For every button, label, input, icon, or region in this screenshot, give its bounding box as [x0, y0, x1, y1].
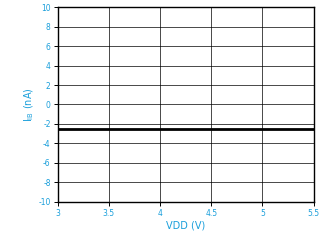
Y-axis label: $\mathregular{I_{IB}}$ (nA): $\mathregular{I_{IB}}$ (nA) [22, 87, 36, 122]
X-axis label: VDD (V): VDD (V) [166, 220, 205, 230]
